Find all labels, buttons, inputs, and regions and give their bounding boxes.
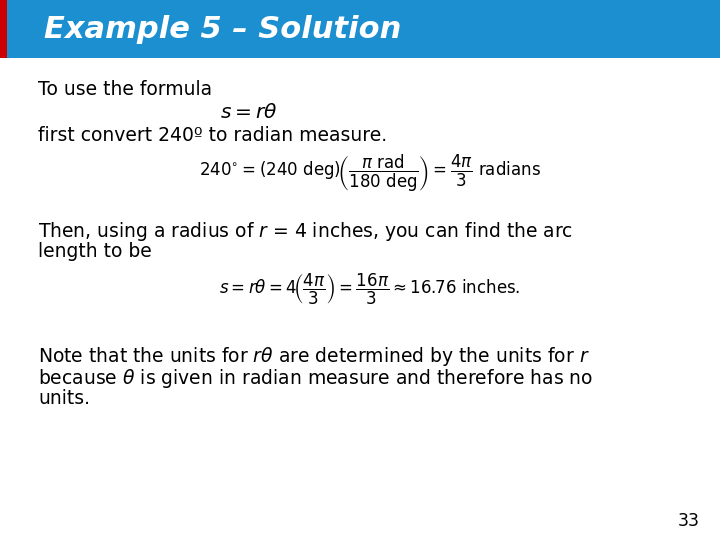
FancyBboxPatch shape — [0, 58, 720, 540]
Text: $240^{\circ} = (240 \text{ deg})\!\left(\dfrac{\pi \text{ rad}}{180 \text{ deg}}: $240^{\circ} = (240 \text{ deg})\!\left(… — [199, 153, 541, 194]
Text: units.: units. — [38, 389, 90, 408]
Text: length to be: length to be — [38, 242, 152, 261]
FancyBboxPatch shape — [0, 0, 720, 58]
Text: To use the formula: To use the formula — [38, 80, 212, 99]
Text: $s = r\theta = 4\!\left(\dfrac{4\pi}{3}\right) = \dfrac{16\pi}{3} \approx 16.76 : $s = r\theta = 4\!\left(\dfrac{4\pi}{3}\… — [220, 272, 521, 307]
Text: Note that the units for $r\theta$ are determined by the units for $r$: Note that the units for $r\theta$ are de… — [38, 345, 590, 368]
Text: because $\theta$ is given in radian measure and therefore has no: because $\theta$ is given in radian meas… — [38, 367, 593, 390]
Text: Example 5 – Solution: Example 5 – Solution — [44, 15, 401, 44]
FancyBboxPatch shape — [0, 0, 7, 58]
Text: Then, using a radius of $r$ = 4 inches, you can find the arc: Then, using a radius of $r$ = 4 inches, … — [38, 220, 573, 243]
Text: 33: 33 — [678, 512, 700, 530]
Text: first convert 240º to radian measure.: first convert 240º to radian measure. — [38, 126, 387, 145]
Text: $s = r\theta$: $s = r\theta$ — [220, 103, 277, 122]
